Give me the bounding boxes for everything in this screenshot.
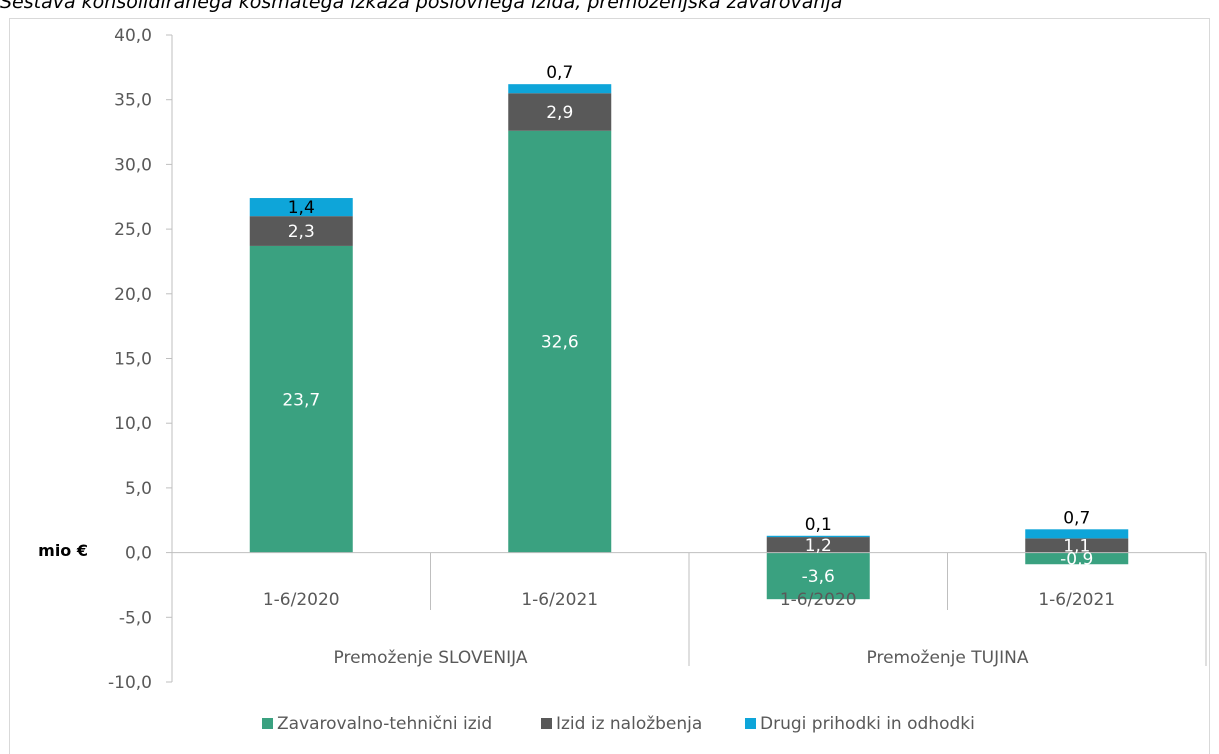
bar-segment bbox=[249, 245, 353, 553]
y-tick-label: 5,0 bbox=[125, 479, 152, 499]
legend-swatch bbox=[262, 718, 273, 729]
bar-segment bbox=[766, 537, 870, 553]
bar-segment bbox=[766, 535, 870, 538]
bar-segment bbox=[249, 216, 353, 246]
bar-segment bbox=[508, 130, 612, 553]
y-tick-label: 10,0 bbox=[114, 414, 152, 434]
bar-segment bbox=[1025, 529, 1129, 539]
data-label: 1,4 bbox=[288, 198, 315, 218]
category-label: 1-6/2021 bbox=[521, 590, 598, 610]
data-label: 32,6 bbox=[541, 333, 579, 353]
legend-swatch bbox=[745, 718, 756, 729]
category-group-label: Premoženje SLOVENIJA bbox=[334, 648, 528, 668]
y-tick-label: 40,0 bbox=[114, 26, 152, 46]
data-label: 23,7 bbox=[282, 390, 320, 410]
y-tick-label: 20,0 bbox=[114, 285, 152, 305]
data-label: 0,7 bbox=[546, 63, 573, 83]
y-tick-label: 0,0 bbox=[125, 544, 152, 564]
category-label: 1-6/2020 bbox=[780, 590, 857, 610]
bar-segment bbox=[508, 84, 612, 94]
category-label: 1-6/2020 bbox=[263, 590, 340, 610]
legend-label: Izid iz naložbenja bbox=[556, 714, 702, 734]
data-label: -0,9 bbox=[1060, 549, 1093, 569]
data-label: 0,1 bbox=[805, 515, 832, 535]
legend-swatch bbox=[541, 718, 552, 729]
y-tick-label: -10,0 bbox=[108, 673, 152, 693]
category-group-label: Premoženje TUJINA bbox=[867, 648, 1029, 668]
data-label: 0,7 bbox=[1063, 508, 1090, 528]
y-tick-label: 35,0 bbox=[114, 91, 152, 111]
data-label: 1,2 bbox=[805, 536, 832, 556]
y-tick-label: 25,0 bbox=[114, 220, 152, 240]
bar-segment bbox=[766, 552, 870, 600]
y-tick-label: 30,0 bbox=[114, 155, 152, 175]
chart-frame bbox=[9, 18, 1210, 754]
bar-segment bbox=[249, 198, 353, 217]
legend-label: Drugi prihodki in odhodki bbox=[760, 714, 975, 734]
category-label: 1-6/2021 bbox=[1038, 590, 1115, 610]
chart-title: Sestava konsolidiranega kosmatega izkaza… bbox=[0, 0, 843, 13]
bar-segment bbox=[1025, 538, 1129, 553]
bar-segment bbox=[508, 93, 612, 131]
legend-label: Zavarovalno-tehnični izid bbox=[277, 714, 492, 734]
bar-segment bbox=[1025, 552, 1129, 565]
data-label: -3,6 bbox=[802, 567, 835, 587]
y-tick-label: -5,0 bbox=[119, 608, 152, 628]
y-axis-label: mio € bbox=[38, 541, 88, 560]
y-tick-label: 15,0 bbox=[114, 350, 152, 370]
data-label: 2,3 bbox=[288, 222, 315, 242]
data-label: 2,9 bbox=[546, 103, 573, 123]
data-label: 1,1 bbox=[1063, 536, 1090, 556]
